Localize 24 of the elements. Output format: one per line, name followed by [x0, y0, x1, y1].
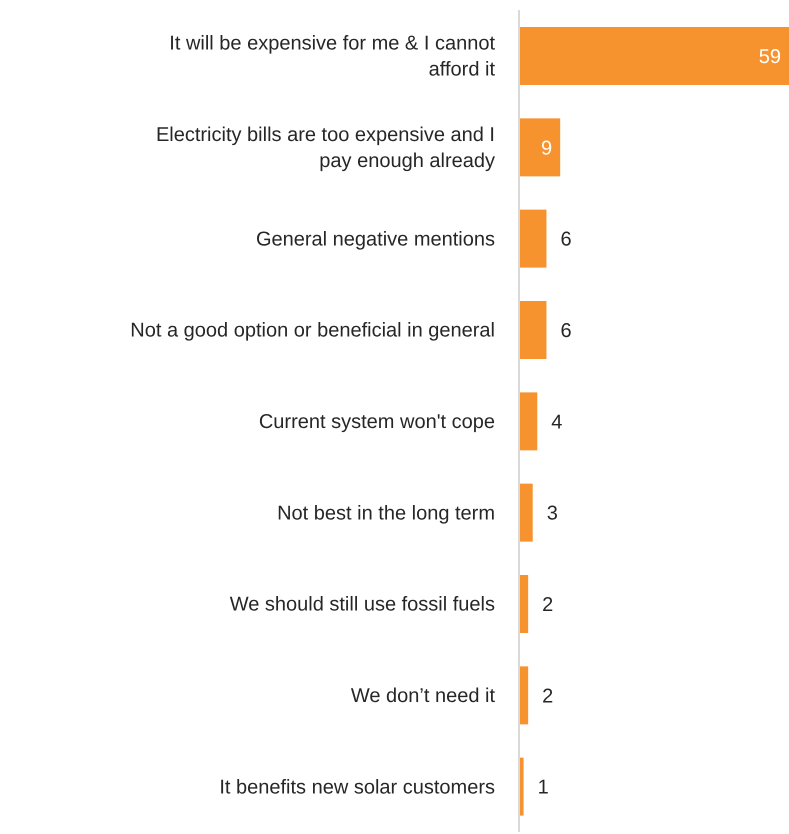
y-tick-label: It will be expensive for me & I cannot afford it [169, 32, 496, 81]
y-tick-label: General negative mentions [256, 228, 495, 250]
bar [519, 392, 538, 450]
data-label: 9 [541, 137, 552, 160]
bar [519, 210, 546, 268]
data-label: 6 [560, 228, 572, 251]
y-tick-label: We should still use fossil fuels [230, 594, 495, 616]
bar [519, 484, 533, 542]
y-tick-label: Not a good option or beneficial in general [130, 320, 495, 342]
bar [519, 118, 560, 176]
bar [519, 27, 789, 85]
y-tick-label: Not best in the long term [277, 502, 495, 524]
data-label: 6 [560, 320, 572, 342]
data-label: 2 [542, 685, 554, 708]
bar [519, 301, 546, 359]
y-tick-label: Current system won't cope [258, 411, 495, 433]
data-label: 1 [538, 776, 549, 799]
y-tick-label: Electricity bills are too expensive and I pay enough already [156, 124, 495, 172]
data-label: 2 [542, 594, 554, 616]
y-tick-label: We don’t need it [350, 685, 496, 707]
data-label: 3 [546, 502, 558, 525]
y-tick-label: It benefits new solar customers [219, 776, 495, 798]
data-label: 4 [551, 411, 562, 434]
data-label: 59 [758, 46, 781, 68]
